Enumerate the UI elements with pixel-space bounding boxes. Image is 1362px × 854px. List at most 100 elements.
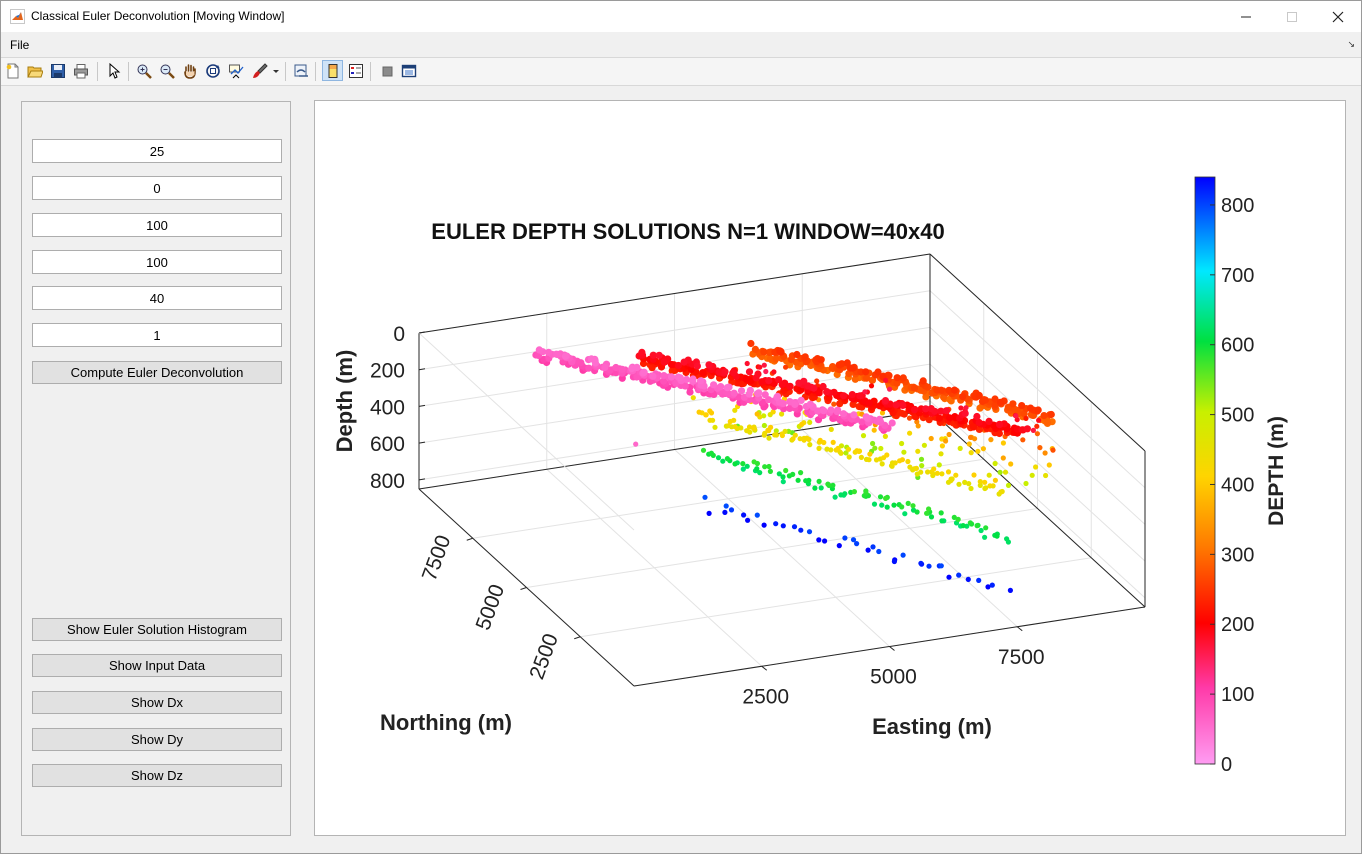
euler-solution-point [866,457,872,463]
plot-tools-show-icon[interactable] [400,62,418,80]
euler-solution-point [770,409,776,415]
toolbar-separator [97,62,98,81]
grid-line [526,508,1038,588]
euler-solution-point [761,422,767,429]
new-file-icon[interactable] [4,62,22,80]
open-folder-icon[interactable] [26,62,44,80]
euler-solution-point [814,378,820,384]
data-cursor-icon[interactable] [227,62,245,80]
menu-expand-icon[interactable]: ↘ [1347,39,1355,49]
northing-tick-label: 2500 [525,631,563,683]
close-button[interactable] [1315,1,1361,32]
euler-solution-point [761,391,769,399]
euler-solution-point [723,384,731,392]
euler-3d-plot[interactable]: EULER DEPTH SOLUTIONS N=1 WINDOW=40x40 0… [315,101,1345,835]
pointer-icon[interactable] [105,62,123,80]
euler-solution-point [974,523,980,529]
euler-solution-point [1008,461,1014,467]
minimize-button[interactable] [1223,1,1269,32]
zoom-out-icon[interactable] [158,62,176,80]
euler-solution-point [744,360,750,367]
euler-solution-point [907,464,913,470]
euler-solution-point [939,443,946,449]
euler-solution-point [783,467,789,474]
parameter-field-2[interactable] [32,176,282,200]
euler-solution-point [1034,423,1040,429]
euler-solution-point [938,563,944,569]
brush-icon[interactable] [251,62,269,80]
parameter-field-1[interactable] [32,139,282,163]
euler-solution-point [1009,400,1017,408]
euler-solution-point [977,482,983,488]
euler-solution-point [956,572,962,578]
euler-solution-point [745,368,754,376]
euler-solution-point [795,477,801,483]
show-dy-button[interactable]: Show Dy [32,728,282,751]
parameter-field-4[interactable] [32,250,282,274]
colorbar-ticks: 0 100 200 300 400 500 600 700 800 [1210,195,1254,776]
euler-solution-point [806,529,813,535]
brush-dropdown-icon[interactable] [271,62,281,80]
euler-solution-point [766,463,772,470]
euler-solution-point [535,346,543,354]
euler-solution-point [965,576,971,582]
euler-solution-point [797,396,805,404]
compute-euler-button[interactable]: Compute Euler Deconvolution [32,361,282,384]
depth-tick-label: 400 [370,396,405,419]
menu-file[interactable]: File [10,38,30,52]
euler-solution-point [937,386,945,394]
colorbar-icon[interactable] [322,60,343,81]
euler-solution-point [807,419,813,425]
maximize-button[interactable] [1269,1,1315,32]
parameter-field-3[interactable] [32,213,282,237]
colorbar-tick-label: 0 [1221,754,1232,776]
depth-tick-label: 800 [370,470,405,493]
structural-index-field[interactable] [32,323,282,347]
euler-solution-point [819,382,827,391]
euler-solution-point [982,479,988,485]
euler-solution-point [818,485,824,491]
euler-solution-point [660,377,668,385]
euler-solution-point [913,465,920,471]
euler-solution-point [957,445,963,451]
euler-solution-point [1000,440,1007,446]
euler-solution-point [939,518,945,524]
legend-icon[interactable] [347,62,365,80]
euler-solution-point [865,399,873,407]
show-histogram-button[interactable]: Show Euler Solution Histogram [32,618,282,641]
euler-solution-point [780,474,786,480]
show-dz-button[interactable]: Show Dz [32,764,282,787]
euler-solution-point [919,377,927,385]
euler-solution-point [978,527,984,534]
grid-line [418,290,931,371]
depth-tick-label: 200 [370,360,405,383]
northing-axis-label: Northing (m) [380,710,512,735]
euler-solution-point [906,415,913,421]
euler-solution-point [946,574,952,580]
euler-solution-point [850,537,857,543]
euler-solution-point [1023,480,1029,487]
euler-solution-point [881,397,890,405]
euler-solution-point [949,476,955,482]
euler-solution-point [791,524,798,530]
euler-solution-point [712,424,718,430]
euler-solution-point [822,538,828,544]
link-plot-icon[interactable] [292,62,310,80]
save-icon[interactable] [49,62,67,80]
euler-solution-point [888,419,896,427]
rotate-3d-icon[interactable] [204,62,222,80]
zoom-in-icon[interactable] [135,62,153,80]
pan-icon[interactable] [181,62,199,80]
window-size-field[interactable] [32,286,282,310]
euler-solution-point [910,406,919,414]
print-icon[interactable] [72,62,90,80]
plot-tools-hide-icon[interactable] [378,62,396,80]
euler-solution-point [732,424,738,430]
euler-solution-point [763,368,769,375]
show-dx-button[interactable]: Show Dx [32,691,282,714]
euler-solution-point [827,406,835,414]
maximize-icon [1287,11,1297,22]
euler-solution-point [955,516,961,522]
show-input-data-button[interactable]: Show Input Data [32,654,282,677]
euler-solution-point [1014,417,1020,423]
